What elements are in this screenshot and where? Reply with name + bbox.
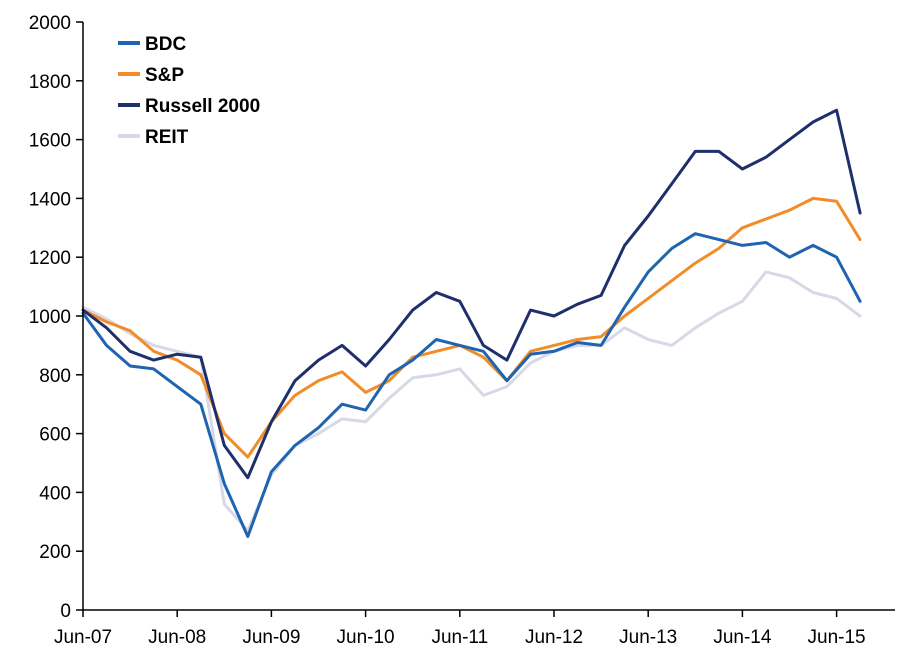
x-tick-label: Jun-14 [713, 627, 772, 648]
y-tick-label: 1600 [29, 131, 71, 152]
series-line-russell-2000 [81, 108, 862, 480]
series-line-bdc [81, 232, 862, 538]
x-tick-label: Jun-12 [525, 627, 583, 648]
x-tick-label: Jun-13 [619, 627, 677, 648]
legend-label: S&P [145, 65, 184, 86]
y-tick-label: 800 [39, 366, 71, 387]
series-layer [81, 108, 862, 538]
x-tick-label: Jun-08 [148, 627, 206, 648]
x-tick-label: Jun-15 [808, 627, 866, 648]
y-tick-label: 1400 [29, 189, 71, 210]
legend: BDC S&P Russell 2000 REIT [118, 34, 260, 148]
legend-label: BDC [145, 34, 186, 55]
y-tick-label: 400 [39, 483, 71, 504]
y-tick-label: 1800 [29, 72, 71, 93]
x-tick-label: Jun-11 [431, 627, 488, 648]
series-line-reit [81, 270, 862, 533]
x-ticks: Jun-07 Jun-08 Jun-09 Jun-10 Jun-11 Jun-12 Jun-… [54, 610, 866, 648]
x-tick-label: Jun-07 [54, 627, 112, 648]
y-tick-label: 2000 [29, 13, 71, 34]
legend-label: Russell 2000 [145, 96, 260, 117]
y-tick-label: 1000 [29, 307, 71, 328]
series-line-s-p [81, 196, 862, 459]
x-tick-label: Jun-09 [242, 627, 300, 648]
y-ticks: 0 200 400 600 800 1000 1200 1400 1600 1800 2000 [29, 13, 83, 622]
y-tick-label: 0 [60, 601, 71, 622]
y-tick-label: 1200 [29, 248, 71, 269]
x-tick-label: Jun-10 [337, 627, 395, 648]
y-tick-label: 200 [39, 542, 71, 563]
legend-label: REIT [145, 127, 189, 148]
y-tick-label: 600 [39, 425, 71, 446]
